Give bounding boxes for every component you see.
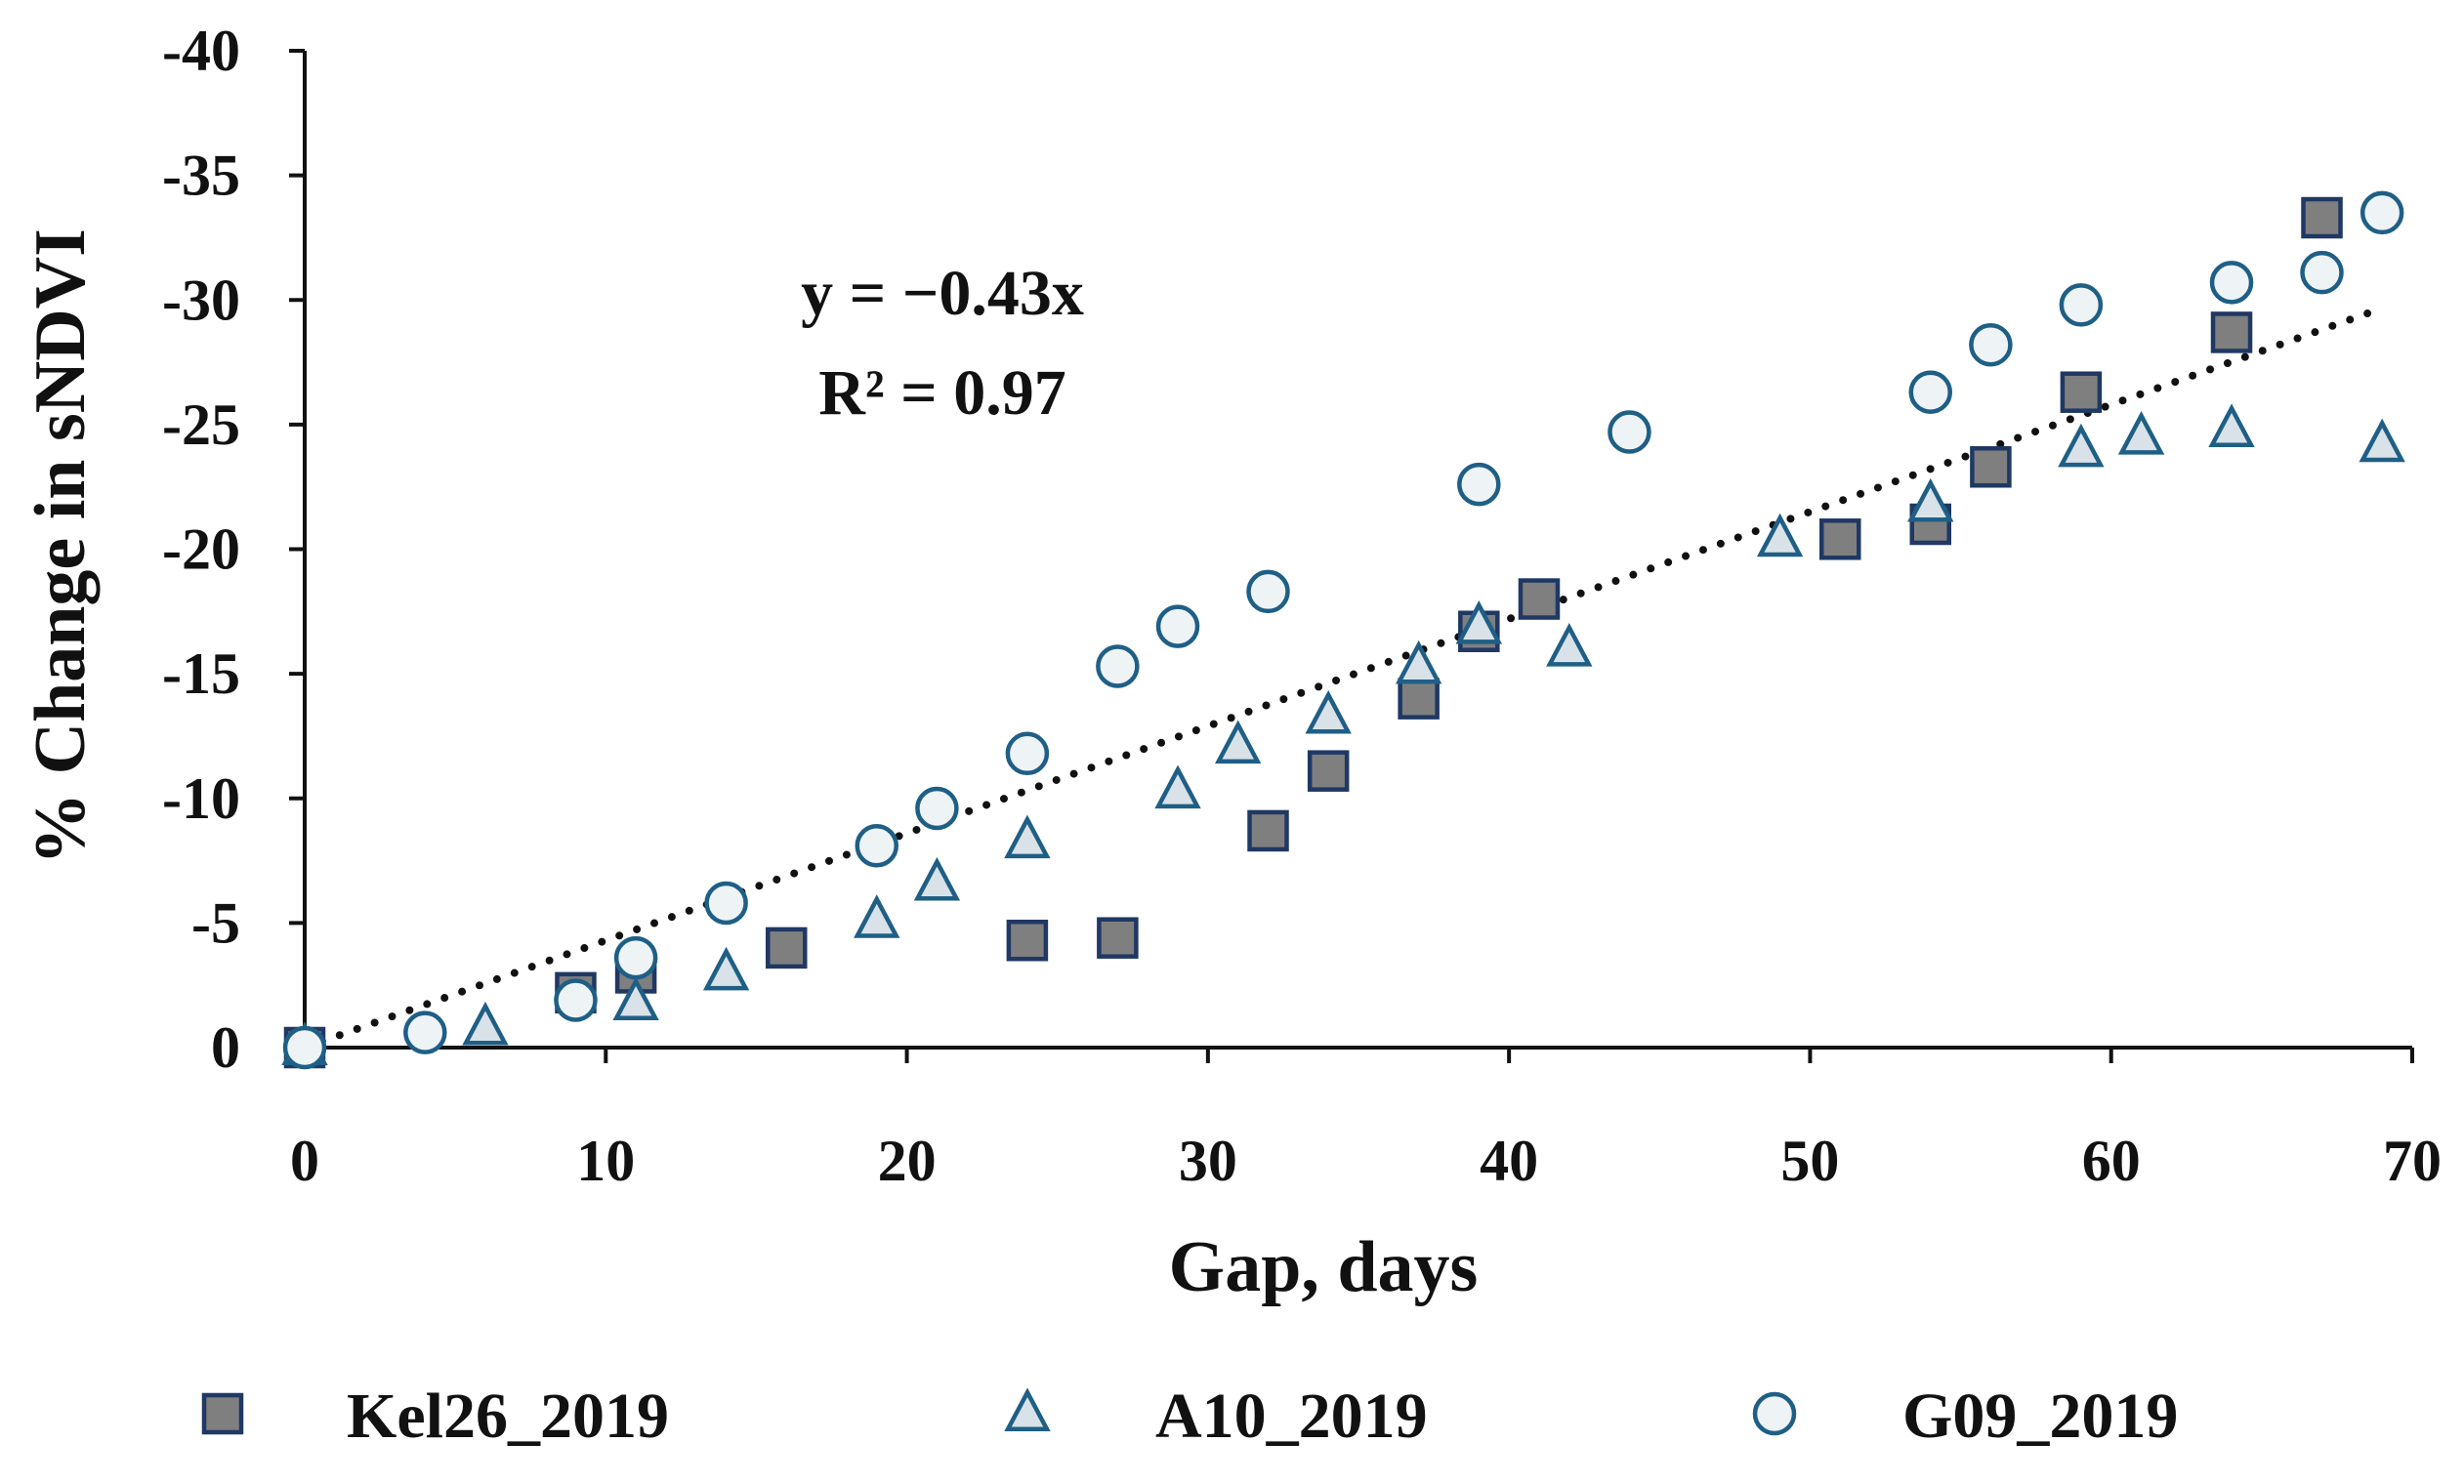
legend-marker-circle (1752, 1391, 1797, 1436)
y-tick-label: -15 (162, 641, 240, 706)
data-point-triangle (1907, 477, 1954, 522)
legend-label: A10_2019 (1155, 1381, 1428, 1452)
x-tick-label: 60 (2082, 1129, 2141, 1193)
data-point-square (2210, 311, 2253, 353)
y-tick-label: -25 (162, 392, 240, 457)
data-point-circle (1457, 462, 1501, 507)
data-point-square (1518, 578, 1561, 620)
data-point-triangle (702, 946, 750, 991)
legend-item: Kel26_2019 (201, 1381, 669, 1452)
data-point-circle (704, 881, 748, 926)
series-G09_2019 (282, 190, 2404, 1070)
data-point-triangle (2117, 410, 2165, 455)
x-tick-label: 10 (576, 1129, 635, 1193)
axes (303, 51, 2412, 1050)
x-tick-label: 70 (2383, 1129, 2442, 1193)
legend-marker-triangle (1004, 1387, 1051, 1431)
x-tick-label: 30 (1179, 1129, 1237, 1193)
legend: Kel26_2019 A10_2019 G09_2019 (201, 1381, 2178, 1452)
data-point-circle (2059, 283, 2104, 327)
y-tick-label: -10 (162, 766, 240, 831)
points-layer (281, 190, 2405, 1070)
legend-label: G09_2019 (1902, 1381, 2178, 1452)
data-point-triangle (854, 894, 900, 938)
data-point-triangle (1004, 814, 1051, 859)
data-point-square (1307, 750, 1350, 792)
data-point-square (1970, 446, 2012, 488)
data-point-triangle (612, 976, 659, 1021)
data-point-circle (1608, 410, 1651, 454)
data-point-triangle (1214, 720, 1262, 764)
y-ticks: 0 -5 -10 -15 -20 -25 -30 -35 -40 (162, 19, 305, 1080)
y-tick-label: -35 (162, 144, 240, 208)
data-point-circle (403, 1010, 447, 1054)
legend-marker-square (201, 1392, 244, 1435)
data-point-square (1006, 919, 1049, 962)
y-tick-label: -30 (162, 268, 240, 332)
data-point-circle (1908, 370, 1952, 414)
legend-label: Kel26_2019 (347, 1381, 669, 1452)
data-point-square (2301, 196, 2343, 239)
x-tick-label: 50 (1780, 1129, 1839, 1193)
data-point-circle (613, 935, 658, 980)
data-point-circle (1155, 604, 1200, 648)
data-point-triangle (2359, 418, 2405, 463)
y-tick-label: -20 (162, 517, 240, 582)
trendline-r-squared: R² = 0.97 (818, 357, 1066, 429)
data-point-triangle (1305, 689, 1352, 734)
data-point-triangle (1756, 513, 1804, 557)
series-A10_2019 (281, 403, 2405, 1065)
data-point-circle (2360, 190, 2404, 235)
data-point-square (1819, 518, 1861, 560)
x-axis-title: Gap, days (1169, 1227, 1479, 1307)
y-axis-title: % Change in sNDVI (21, 228, 101, 865)
data-point-square (2060, 371, 2103, 413)
data-point-circle (2209, 261, 2254, 305)
data-point-triangle (2208, 403, 2255, 447)
data-point-circle (915, 786, 959, 831)
data-point-triangle (1546, 622, 1593, 667)
y-tick-label: -5 (191, 890, 240, 955)
data-point-circle (1246, 569, 1290, 614)
data-point-triangle (2058, 423, 2105, 468)
data-point-circle (855, 823, 898, 868)
data-point-square (1097, 917, 1139, 959)
x-tick-label: 40 (1480, 1129, 1538, 1193)
trendline-layer (301, 304, 2387, 1051)
legend-item: A10_2019 (1004, 1381, 1428, 1452)
data-point-circle (1969, 322, 2013, 367)
data-point-circle (1005, 731, 1050, 776)
data-point-triangle (462, 1001, 509, 1046)
legend-item: G09_2019 (1752, 1381, 2178, 1452)
data-point-circle (554, 978, 598, 1022)
y-tick-label: -40 (162, 19, 240, 83)
data-point-circle (1096, 644, 1140, 688)
data-point-circle (2300, 250, 2344, 295)
x-tick-label: 20 (878, 1129, 937, 1193)
data-point-triangle (1455, 599, 1503, 644)
data-point-circle (282, 1025, 327, 1070)
trendline-equation: y = −0.43x (801, 258, 1084, 329)
data-point-triangle (1154, 764, 1201, 809)
data-point-triangle (913, 856, 961, 901)
data-point-square (766, 927, 808, 969)
data-point-square (1247, 809, 1289, 852)
trendline (301, 304, 2387, 1051)
series-Kel26_2019 (283, 196, 2343, 1069)
data-point-square (1398, 678, 1440, 720)
x-ticks: 0 10 20 30 40 50 60 70 (290, 1048, 2442, 1193)
data-point-triangle (1395, 639, 1442, 684)
y-tick-label: 0 (211, 1015, 240, 1080)
x-tick-label: 0 (290, 1129, 319, 1193)
